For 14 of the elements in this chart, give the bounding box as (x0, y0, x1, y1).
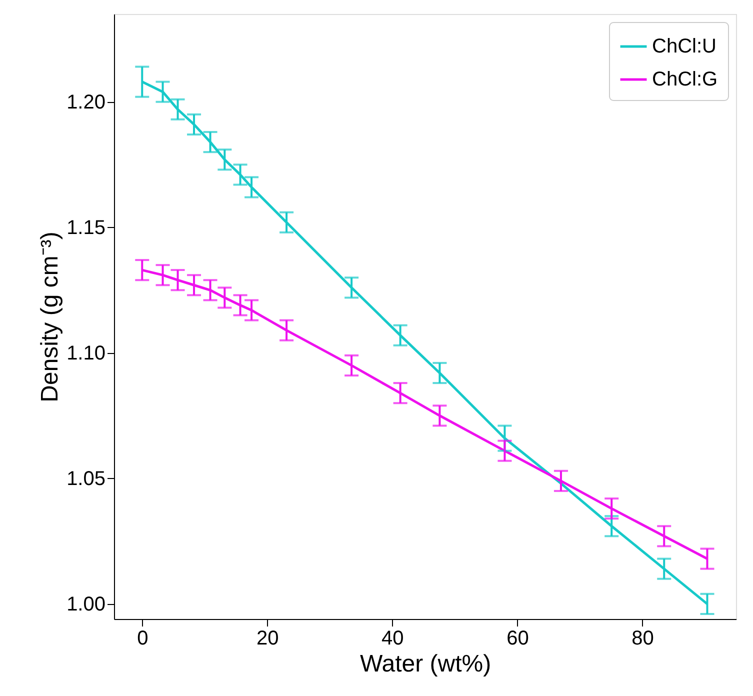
legend-label: ChCl:G (652, 68, 718, 90)
y-tick-label: 1.00 (66, 593, 106, 616)
y-tick-label: 1.20 (66, 91, 106, 114)
x-tick-label: 80 (632, 628, 654, 650)
x-tick-label: 0 (137, 628, 148, 650)
x-tick-label: 20 (256, 628, 279, 650)
x-tick-label: 60 (506, 628, 529, 650)
y-tick-label: 1.10 (66, 342, 106, 364)
y-axis-title: Density (g cm⁻³) (36, 232, 64, 402)
y-tick-label: 1.05 (66, 468, 106, 490)
legend-label: ChCl:U (652, 36, 716, 58)
x-axis-title: Water (wt%) (360, 650, 492, 678)
x-tick-label: 40 (382, 628, 404, 650)
y-tick-label: 1.15 (66, 216, 106, 239)
